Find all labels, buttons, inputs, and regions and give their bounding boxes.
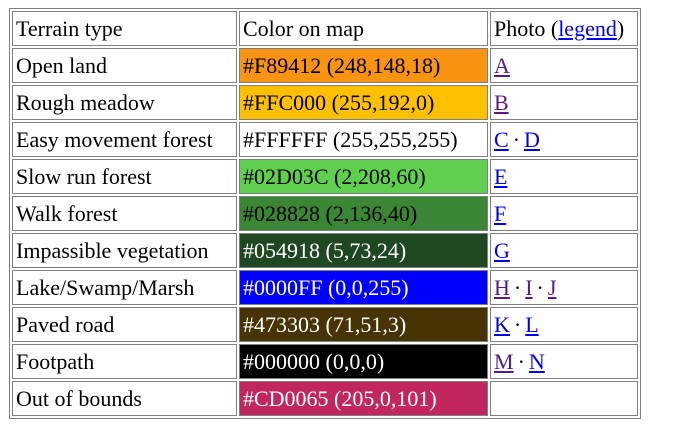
- color-swatch-cell: #CD0065 (205,0,101): [239, 381, 488, 416]
- photo-link[interactable]: C: [494, 127, 509, 152]
- terrain-type-cell: Footpath: [12, 344, 237, 379]
- link-separator: ·: [513, 275, 522, 300]
- table-row: Easy movement forest #FFFFFF (255,255,255…: [12, 122, 638, 157]
- link-separator: ·: [517, 349, 525, 374]
- color-swatch-cell: #054918 (5,73,24): [239, 233, 488, 268]
- terrain-type-cell: Easy movement forest: [12, 122, 237, 157]
- table-row: Open land #F89412 (248,148,18) A: [12, 48, 638, 83]
- table-row: Paved road #473303 (71,51,3) K · L: [12, 307, 638, 342]
- link-separator: ·: [536, 275, 544, 300]
- photo-link[interactable]: N: [528, 349, 545, 374]
- terrain-color-table: Terrain type Color on map Photo (legend)…: [9, 8, 641, 419]
- photo-link[interactable]: J: [547, 275, 557, 300]
- photo-links-cell: B: [490, 85, 638, 120]
- terrain-rows: Open land #F89412 (248,148,18) A Rough mead…: [12, 48, 638, 416]
- photo-links-cell: K · L: [490, 307, 638, 342]
- color-swatch-cell: #028828 (2,136,40): [239, 196, 488, 231]
- color-swatch-cell: #473303 (71,51,3): [239, 307, 488, 342]
- photo-links-cell: F: [490, 196, 638, 231]
- photo-links-cell: G: [490, 233, 638, 268]
- table-row: Slow run forest #02D03C (2,208,60) E: [12, 159, 638, 194]
- photo-link[interactable]: D: [524, 127, 540, 152]
- color-swatch-cell: #0000FF (0,0,255): [239, 270, 488, 305]
- photo-links-cell: [490, 381, 638, 416]
- photo-links-cell: H · I · J: [490, 270, 638, 305]
- header-photo: Photo (legend): [490, 11, 638, 46]
- header-terrain-type: Terrain type: [12, 11, 237, 46]
- photo-link[interactable]: E: [494, 164, 508, 189]
- terrain-type-cell: Rough meadow: [12, 85, 237, 120]
- terrain-type-cell: Slow run forest: [12, 159, 237, 194]
- table-row: Lake/Swamp/Marsh #0000FF (0,0,255) H · I · J: [12, 270, 638, 305]
- terrain-type-cell: Paved road: [12, 307, 237, 342]
- table-row: Rough meadow #FFC000 (255,192,0) B: [12, 85, 638, 120]
- header-row: Terrain type Color on map Photo (legend): [12, 11, 638, 46]
- photo-link[interactable]: L: [525, 312, 539, 337]
- header-photo-prefix: Photo (: [494, 16, 559, 41]
- color-swatch-cell: #02D03C (2,208,60): [239, 159, 488, 194]
- color-swatch-cell: #000000 (0,0,0): [239, 344, 488, 379]
- photo-link[interactable]: K: [494, 312, 510, 337]
- photo-link[interactable]: I: [525, 275, 533, 300]
- terrain-type-cell: Open land: [12, 48, 237, 83]
- header-photo-suffix: ): [616, 16, 625, 41]
- link-separator: ·: [512, 127, 521, 152]
- photo-link[interactable]: A: [494, 53, 510, 78]
- table-row: Walk forest #028828 (2,136,40) F: [12, 196, 638, 231]
- photo-link[interactable]: H: [494, 275, 510, 300]
- terrain-type-cell: Impassible vegetation: [12, 233, 237, 268]
- terrain-type-cell: Lake/Swamp/Marsh: [12, 270, 237, 305]
- photo-links-cell: C · D: [490, 122, 638, 157]
- terrain-type-cell: Out of bounds: [12, 381, 237, 416]
- terrain-type-cell: Walk forest: [12, 196, 237, 231]
- legend-link[interactable]: legend: [558, 16, 617, 41]
- photo-link[interactable]: G: [494, 238, 510, 263]
- photo-links-cell: E: [490, 159, 638, 194]
- table-row: Footpath #000000 (0,0,0) M · N: [12, 344, 638, 379]
- header-color-on-map: Color on map: [239, 11, 488, 46]
- photo-link[interactable]: F: [494, 201, 507, 226]
- photo-link[interactable]: B: [494, 90, 509, 115]
- color-swatch-cell: #F89412 (248,148,18): [239, 48, 488, 83]
- photo-links-cell: A: [490, 48, 638, 83]
- photo-link[interactable]: M: [494, 349, 514, 374]
- table-row: Out of bounds #CD0065 (205,0,101): [12, 381, 638, 416]
- link-separator: ·: [513, 312, 522, 337]
- table-row: Impassible vegetation #054918 (5,73,24) G: [12, 233, 638, 268]
- color-swatch-cell: #FFC000 (255,192,0): [239, 85, 488, 120]
- photo-links-cell: M · N: [490, 344, 638, 379]
- color-swatch-cell: #FFFFFF (255,255,255): [239, 122, 488, 157]
